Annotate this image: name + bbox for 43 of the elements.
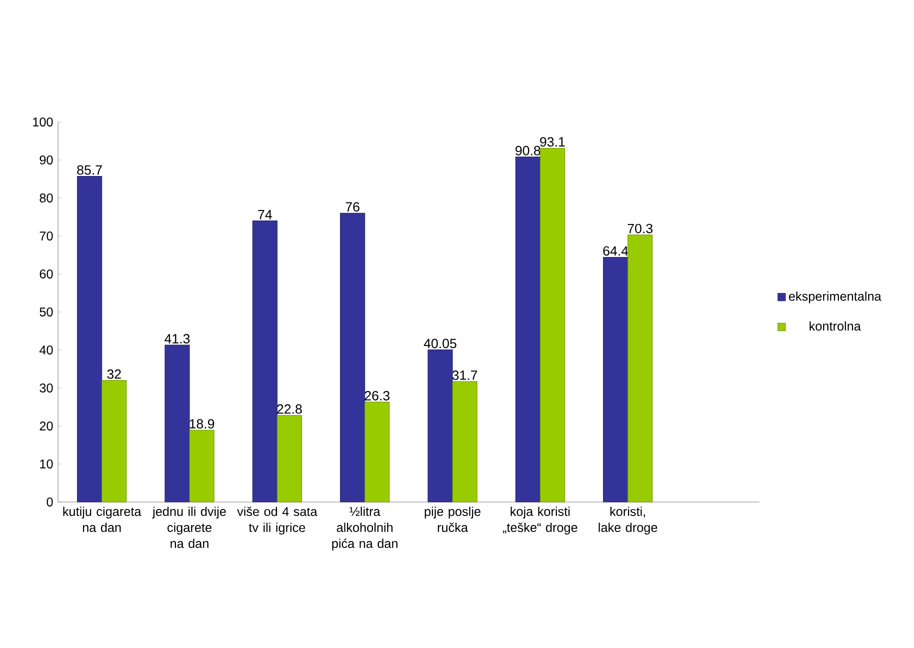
bar [364, 402, 390, 502]
data-label: 32 [107, 369, 121, 379]
x-tick-label: više od 4 sata tv ili igrice [237, 506, 318, 535]
y-tick-label: 90 [40, 156, 53, 164]
x-tick-label: ½litra alkoholnih pića na dan [332, 506, 398, 551]
bar [515, 156, 540, 502]
bar [164, 344, 190, 502]
legend-label: kontrolna [810, 321, 861, 331]
bar [102, 380, 127, 502]
x-tick-label: kutiju cigareta na dan [63, 506, 142, 532]
data-label: 74 [258, 210, 272, 220]
y-tick-label: 40 [40, 346, 53, 354]
data-label: 41.3 [164, 334, 190, 344]
legend-label: eksperimentalna [788, 291, 882, 304]
y-tick-label: 60 [40, 270, 53, 278]
bar [428, 350, 453, 502]
data-label: 40.05 [424, 338, 456, 348]
data-label: 18.9 [190, 419, 214, 429]
y-tick-label: 0 [46, 498, 53, 506]
y-tick-label: 80 [40, 194, 53, 202]
data-label: 70.3 [628, 224, 652, 234]
bar [276, 415, 302, 502]
y-tick-label: 70 [40, 232, 53, 240]
data-label: 76 [346, 202, 360, 212]
y-tick-label: 100 [33, 118, 53, 126]
x-tick-label: jednu ili dvije cigarete na dan [152, 506, 226, 548]
data-label: 93.1 [540, 137, 565, 147]
x-tick-label: pije poslje ručka [424, 506, 480, 532]
y-tick-label: 20 [40, 422, 53, 430]
bar [252, 220, 278, 502]
bar [340, 212, 366, 502]
data-label: 85.7 [77, 165, 102, 175]
bar [603, 257, 628, 502]
bar [540, 148, 565, 502]
bar [452, 381, 478, 502]
y-tick-label: 30 [40, 384, 53, 392]
bar [628, 234, 653, 502]
bar [189, 430, 214, 502]
y-tick-label: 50 [40, 308, 53, 316]
x-tick-label: koja koristi „teške“ droge [502, 506, 578, 535]
y-tick-label: 10 [40, 460, 53, 468]
bar [77, 176, 102, 502]
x-tick-label: koristi, lake droge [598, 506, 658, 535]
